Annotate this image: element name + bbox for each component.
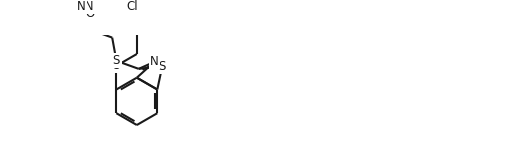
Text: S: S xyxy=(113,54,120,67)
Text: HN: HN xyxy=(77,0,94,13)
Text: Cl: Cl xyxy=(126,0,138,13)
Text: O: O xyxy=(112,59,121,72)
Text: N: N xyxy=(77,0,86,13)
Text: S: S xyxy=(158,60,166,73)
Text: O: O xyxy=(85,6,94,20)
Text: N: N xyxy=(150,55,159,68)
